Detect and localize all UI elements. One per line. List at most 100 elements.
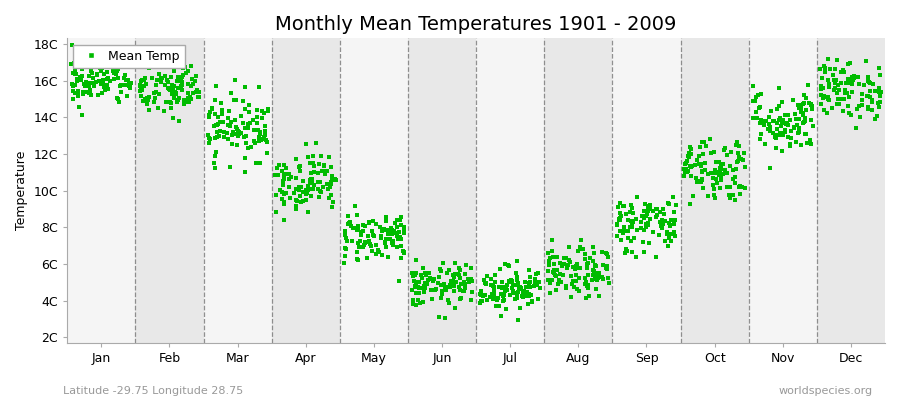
Point	[701, 170, 716, 177]
Point	[563, 259, 578, 265]
Point	[112, 45, 127, 51]
Point	[708, 194, 723, 201]
Point	[779, 120, 794, 126]
Point	[69, 78, 84, 84]
Point	[613, 215, 627, 222]
Point	[368, 251, 382, 257]
Point	[259, 137, 274, 143]
Point	[447, 305, 462, 311]
Point	[358, 223, 373, 230]
Point	[818, 64, 832, 71]
Point	[394, 236, 409, 242]
Point	[272, 162, 286, 168]
Point	[753, 136, 768, 142]
Point	[355, 229, 369, 235]
Point	[136, 98, 150, 104]
Point	[852, 80, 867, 87]
Point	[618, 250, 633, 257]
Point	[554, 271, 568, 278]
Point	[556, 255, 571, 261]
Point	[137, 77, 151, 84]
Point	[338, 246, 353, 252]
Point	[212, 128, 227, 134]
Point	[248, 140, 262, 146]
Point	[324, 173, 338, 180]
Point	[483, 276, 498, 282]
Point	[86, 59, 100, 66]
Point	[258, 130, 273, 136]
Point	[580, 265, 594, 271]
Point	[383, 236, 398, 242]
Point	[350, 223, 365, 229]
Point	[208, 97, 222, 104]
Point	[437, 315, 452, 321]
Point	[798, 118, 813, 124]
Point	[107, 69, 122, 75]
Point	[691, 161, 706, 167]
Point	[444, 278, 458, 285]
Point	[772, 85, 787, 91]
Point	[414, 271, 428, 278]
Point	[864, 106, 878, 113]
Point	[873, 99, 887, 105]
Bar	[340, 38, 408, 343]
Point	[657, 211, 671, 217]
Point	[323, 179, 338, 185]
Point	[310, 170, 325, 176]
Point	[763, 108, 778, 114]
Point	[827, 76, 842, 83]
Point	[586, 272, 600, 278]
Point	[276, 217, 291, 224]
Point	[716, 147, 731, 153]
Point	[349, 249, 364, 256]
Point	[68, 90, 82, 96]
Point	[238, 125, 252, 131]
Point	[806, 123, 821, 130]
Point	[306, 160, 320, 166]
Point	[509, 258, 524, 264]
Point	[340, 212, 355, 219]
Point	[778, 112, 793, 118]
Point	[874, 89, 888, 96]
Point	[629, 216, 643, 222]
Point	[578, 281, 592, 287]
Point	[288, 156, 302, 162]
Point	[454, 280, 469, 287]
Point	[249, 107, 264, 114]
Point	[435, 290, 449, 297]
Point	[313, 152, 328, 159]
Point	[500, 287, 514, 293]
Point	[189, 72, 203, 79]
Point	[312, 194, 327, 200]
Point	[753, 91, 768, 98]
Point	[655, 218, 670, 225]
Point	[75, 73, 89, 79]
Point	[494, 290, 508, 297]
Point	[868, 88, 882, 94]
Point	[472, 290, 487, 297]
Point	[84, 68, 98, 74]
Point	[122, 81, 136, 87]
Point	[510, 316, 525, 323]
Point	[621, 217, 635, 223]
Point	[208, 110, 222, 117]
Point	[248, 160, 263, 166]
Point	[418, 285, 433, 292]
Point	[273, 187, 287, 193]
Point	[231, 129, 246, 136]
Point	[638, 213, 652, 219]
Point	[324, 163, 338, 170]
Point	[474, 288, 489, 294]
Point	[73, 74, 87, 80]
Point	[175, 73, 189, 80]
Point	[531, 278, 545, 285]
Point	[767, 118, 781, 124]
Point	[822, 81, 836, 88]
Point	[520, 289, 535, 295]
Point	[271, 172, 285, 179]
Point	[221, 136, 236, 142]
Point	[618, 211, 633, 217]
Point	[792, 125, 806, 131]
Point	[258, 128, 273, 135]
Point	[588, 272, 602, 279]
